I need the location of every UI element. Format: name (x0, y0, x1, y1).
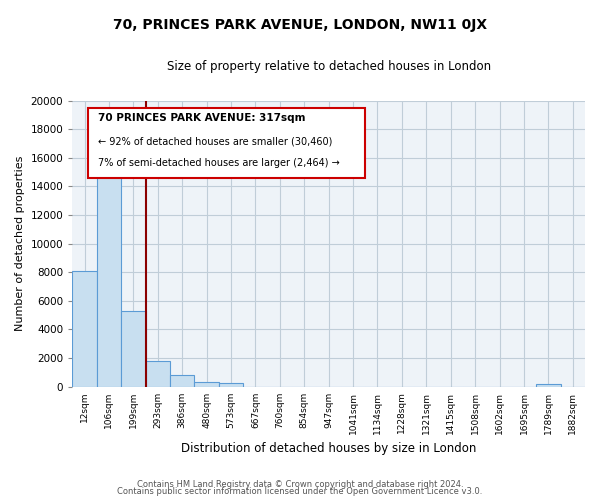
Text: Contains HM Land Registry data © Crown copyright and database right 2024.: Contains HM Land Registry data © Crown c… (137, 480, 463, 489)
Bar (194, 382, 219, 386)
Bar (146, 361, 170, 386)
Bar (73, 271, 97, 386)
Text: Contains public sector information licensed under the Open Government Licence v3: Contains public sector information licen… (118, 487, 482, 496)
Text: 70, PRINCES PARK AVENUE, LONDON, NW11 0JX: 70, PRINCES PARK AVENUE, LONDON, NW11 0J… (113, 18, 487, 32)
FancyBboxPatch shape (88, 108, 365, 178)
Title: Size of property relative to detached houses in London: Size of property relative to detached ho… (167, 60, 491, 73)
Bar (121, 311, 146, 386)
Text: ← 92% of detached houses are smaller (30,460): ← 92% of detached houses are smaller (30… (98, 136, 332, 146)
Bar (219, 383, 243, 386)
Bar (170, 375, 194, 386)
Text: 70 PRINCES PARK AVENUE: 317sqm: 70 PRINCES PARK AVENUE: 317sqm (98, 114, 305, 124)
Text: 7% of semi-detached houses are larger (2,464) →: 7% of semi-detached houses are larger (2… (98, 158, 340, 168)
Bar (536, 384, 560, 386)
Y-axis label: Number of detached properties: Number of detached properties (15, 156, 25, 332)
Bar (97, 149, 121, 386)
X-axis label: Distribution of detached houses by size in London: Distribution of detached houses by size … (181, 442, 476, 455)
